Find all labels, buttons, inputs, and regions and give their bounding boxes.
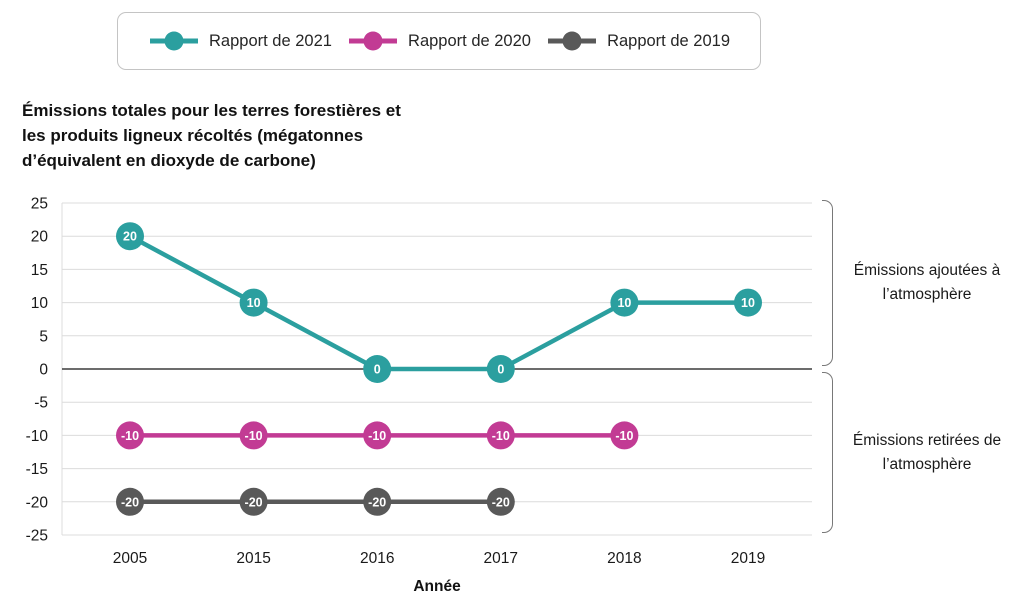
data-point-label: -20 — [121, 495, 139, 509]
data-point-marker — [610, 421, 639, 450]
legend-item-rapport-2019[interactable]: Rapport de 2019 — [546, 31, 730, 51]
chart-area: 25 20 15 10 5 0 -5 -10 -15 -20 -25 20 10 0 0 10 10 -10 -10… — [0, 190, 830, 602]
annotation-emissions-removed: Émissions retirées de l’atmosphère — [822, 372, 1008, 533]
data-point-label: 0 — [374, 363, 381, 377]
data-point-marker — [239, 421, 268, 450]
x-tick-label: 2019 — [731, 550, 765, 567]
legend-item-label: Rapport de 2020 — [408, 31, 531, 50]
data-point-label: 10 — [741, 296, 755, 310]
x-tick-label: 2017 — [484, 550, 518, 567]
legend-marker-icon — [548, 31, 597, 51]
data-point-marker — [486, 487, 515, 516]
y-tick-label: -25 — [26, 528, 48, 545]
data-point-marker — [363, 355, 392, 383]
legend-marker-icon — [150, 31, 198, 51]
y-tick-label: -15 — [26, 461, 48, 478]
y-tick-label: 15 — [31, 262, 48, 279]
x-tick-label: 2015 — [236, 550, 270, 567]
data-point-label: -10 — [245, 429, 263, 443]
data-point-marker — [363, 421, 392, 450]
legend-marker-icon — [349, 31, 398, 51]
legend-item-rapport-2021[interactable]: Rapport de 2021 — [148, 31, 332, 51]
data-point-label: -10 — [615, 429, 633, 443]
y-tick-label: 5 — [39, 328, 48, 345]
x-tick-label: 2005 — [113, 550, 147, 567]
annotation-emissions-added: Émissions ajoutées à l’atmosphère — [822, 200, 1008, 366]
y-tick-label: 25 — [31, 196, 48, 213]
data-point-marker — [734, 288, 762, 317]
data-point-label: -10 — [368, 429, 386, 443]
data-point-marker — [116, 487, 144, 516]
data-point-marker — [239, 288, 268, 317]
data-point-label: 10 — [247, 296, 261, 310]
legend-item-label: Rapport de 2019 — [607, 31, 730, 50]
annotation-emissions-removed-label: Émissions retirées de l’atmosphère — [852, 431, 1002, 473]
y-tick-label: -20 — [26, 494, 49, 511]
y-tick-label: 10 — [31, 295, 49, 312]
data-point-label: -20 — [368, 495, 386, 509]
legend-item-label: Rapport de 2021 — [209, 31, 332, 50]
y-tick-label: -5 — [34, 395, 48, 412]
data-point-marker — [116, 421, 144, 450]
chart-legend: Rapport de 2021 Rapport de 2020 Rapport de… — [117, 12, 761, 70]
data-point-marker — [610, 288, 639, 317]
x-tick-label: 2018 — [607, 550, 641, 567]
data-point-marker — [486, 355, 515, 383]
data-point-label: -10 — [492, 429, 510, 443]
data-point-label: 0 — [497, 363, 504, 377]
data-point-label: 10 — [617, 296, 631, 310]
chart-title: Émissions totales pour les terres forest… — [22, 101, 401, 170]
bracket-top-icon — [822, 200, 833, 366]
data-point-marker — [363, 487, 392, 516]
y-tick-label: 0 — [39, 362, 48, 379]
annotation-emissions-added-label: Émissions ajoutées à l’atmosphère — [853, 262, 1001, 303]
y-tick-label: -10 — [26, 428, 49, 445]
data-point-marker — [486, 421, 515, 450]
series-line-rapport-de-2021 — [128, 234, 748, 372]
data-point-label: 20 — [123, 230, 137, 244]
data-point-marker — [116, 222, 144, 251]
data-point-label: -20 — [492, 495, 510, 509]
bracket-bottom-icon — [822, 372, 833, 533]
x-axis-title: Année — [413, 578, 461, 595]
x-tick-label: 2016 — [360, 550, 394, 567]
data-point-label: -10 — [121, 429, 139, 443]
data-point-label: -20 — [245, 495, 263, 509]
legend-item-rapport-2020[interactable]: Rapport de 2020 — [347, 31, 531, 51]
data-point-marker — [239, 487, 268, 516]
y-tick-label: 20 — [31, 229, 49, 246]
